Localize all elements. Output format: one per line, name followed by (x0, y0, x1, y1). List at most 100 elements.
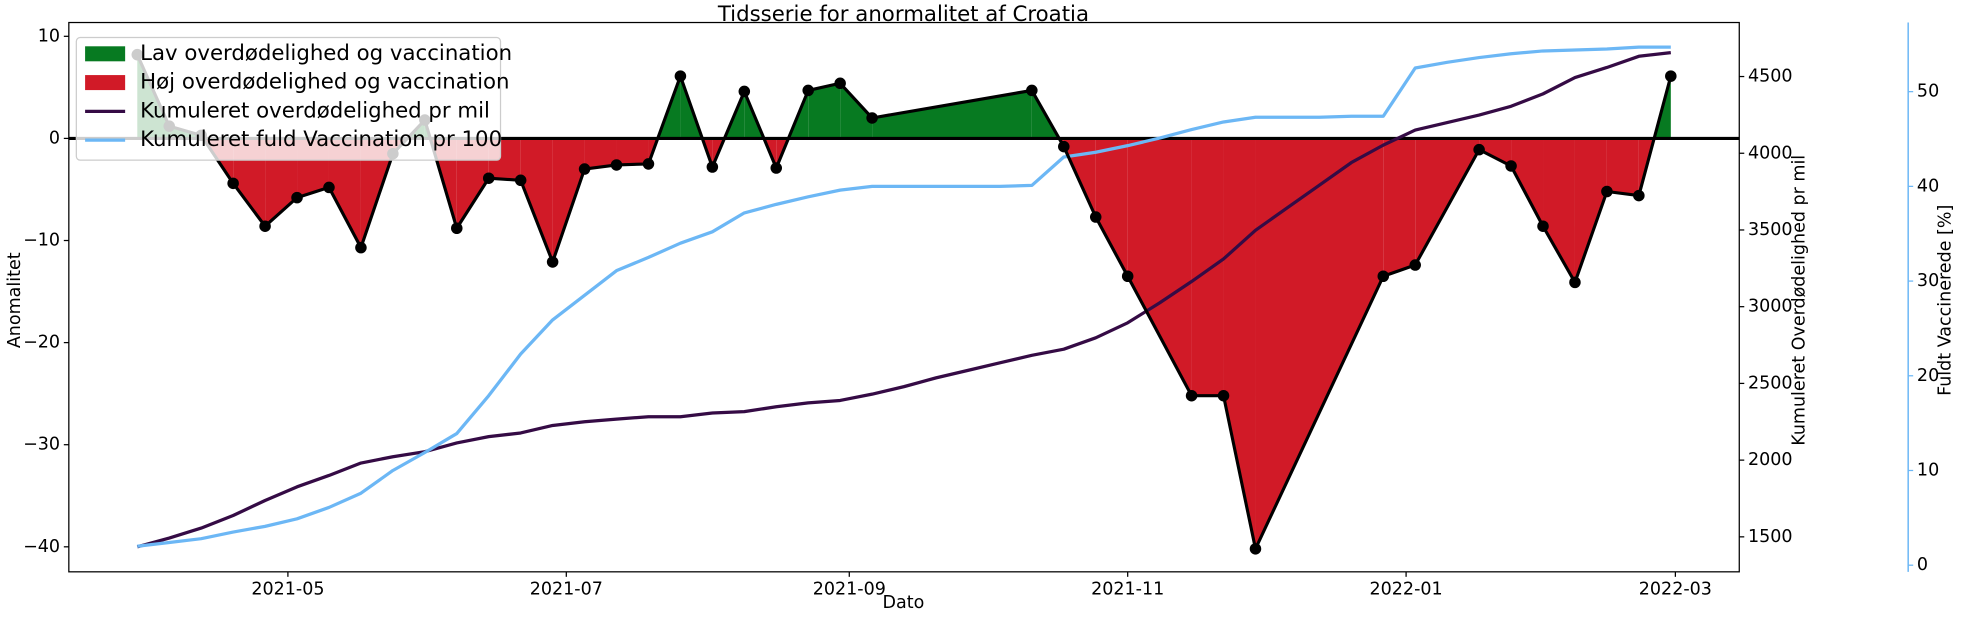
area-fill (1191, 138, 1224, 396)
legend-label: Kumuleret fuld Vaccination pr 100 (140, 127, 502, 152)
area-fill (616, 138, 649, 165)
x-tick-label: 2022-01 (1370, 579, 1443, 599)
y-axis-label: Anomalitet (5, 252, 25, 348)
point-marker (866, 112, 878, 124)
point-marker (610, 159, 623, 171)
y2-tick-label: 2500 (1748, 373, 1793, 393)
chart-title: Tidsserie for anormalitet af Croatia (717, 2, 1089, 27)
point-marker (1217, 389, 1230, 402)
point-marker (355, 241, 367, 254)
y-tick-label: 0 (49, 128, 60, 148)
point-marker (514, 174, 527, 187)
legend-label: Kumuleret overdødelighed pr mil (140, 98, 490, 123)
plot-frame (68, 21, 1740, 573)
point-marker (482, 172, 495, 184)
point-marker (1473, 143, 1485, 156)
x-tick-label: 2021-11 (1091, 579, 1164, 599)
point-marker (834, 77, 846, 90)
y2-tick-label: 4000 (1748, 143, 1793, 163)
area-fill (872, 90, 1032, 139)
point-marker (1633, 189, 1645, 202)
legend-label: Lav overdødelighed og vaccination (140, 41, 512, 66)
point-marker (642, 158, 655, 170)
point-marker (291, 191, 303, 204)
area-fill (456, 138, 489, 229)
area-fill (552, 138, 585, 262)
series-line (136, 50, 1671, 549)
point-marker (674, 70, 687, 82)
point-marker (1026, 84, 1038, 97)
area-fill (648, 138, 658, 164)
y3-tick-label: 50 (1917, 82, 1939, 102)
legend-label: Høj overdødelighed og vaccination (140, 70, 509, 95)
area-fill (1511, 138, 1544, 227)
y2-tick-label: 3500 (1748, 220, 1793, 240)
area-fill (328, 138, 361, 248)
area-fill (1095, 138, 1128, 277)
y3-tick-label: 30 (1917, 271, 1939, 291)
y-tick-label: −20 (23, 333, 60, 353)
legend-swatch (85, 46, 126, 62)
point-marker (1121, 270, 1134, 282)
y3-tick-label: 10 (1917, 460, 1939, 480)
y-tick-label: 10 (38, 26, 60, 46)
point-marker (546, 256, 559, 268)
y2-tick-label: 3000 (1748, 297, 1793, 317)
y2-tick-label: 1500 (1748, 527, 1793, 547)
area-fill (1383, 138, 1416, 277)
point-marker (451, 222, 463, 235)
point-marker (738, 85, 751, 98)
point-marker (578, 163, 591, 175)
y2-tick-label: 4500 (1748, 67, 1793, 87)
legend-box (75, 36, 502, 161)
y2-tick-label: 2000 (1748, 450, 1793, 470)
point-marker (802, 84, 814, 97)
point-marker (1409, 259, 1421, 271)
point-marker (1505, 160, 1517, 172)
area-fill (520, 138, 553, 262)
series-line (135, 54, 1673, 551)
x-tick-label: 2022-03 (1639, 579, 1712, 599)
line-layer (68, 45, 1740, 555)
point-marker (259, 220, 271, 232)
point-marker (1377, 270, 1390, 282)
point-marker (1537, 220, 1549, 232)
legend-swatch (85, 75, 126, 91)
point-marker (1665, 70, 1677, 82)
y3-tick-label: 0 (1917, 555, 1928, 575)
area-fill (1574, 138, 1607, 283)
point-marker (1089, 211, 1102, 223)
area-fill (1606, 138, 1639, 196)
x-tick-label: 2021-09 (813, 579, 886, 599)
y-tick-label: −30 (23, 435, 60, 455)
point-marker (1058, 140, 1070, 153)
x-tick-label: 2021-05 (251, 579, 324, 599)
point-marker (323, 181, 335, 194)
point-marker (1601, 185, 1613, 198)
y3-axis-label: Fuldt Vaccinerede [%] (1936, 205, 1956, 396)
y2-axis-label: Kumuleret Overdødelighed pr mil (1789, 155, 1809, 446)
point-marker (1569, 276, 1581, 289)
area-fill (1479, 138, 1512, 166)
area-fill (1255, 138, 1384, 549)
area-fill (584, 138, 617, 170)
legend: Lav overdødelighed og vaccination Høj ove… (75, 36, 512, 161)
y-tick-label: −10 (23, 231, 60, 251)
x-tick-label: 2021-07 (530, 579, 603, 599)
area-fill (1127, 138, 1192, 396)
area-fill (808, 83, 841, 139)
point-marker (1249, 543, 1262, 555)
y-tick-label: −40 (23, 537, 60, 557)
x-axis-label: Dato (883, 593, 925, 613)
area-fill (840, 83, 873, 139)
area-fill (1543, 138, 1575, 283)
point-marker (770, 162, 783, 174)
series-line (137, 45, 1671, 548)
point-marker (227, 177, 239, 190)
y3-tick-label: 20 (1917, 366, 1939, 386)
point-marker (706, 161, 719, 173)
fill-layer (137, 54, 1671, 549)
y3-tick-label: 40 (1917, 176, 1939, 196)
